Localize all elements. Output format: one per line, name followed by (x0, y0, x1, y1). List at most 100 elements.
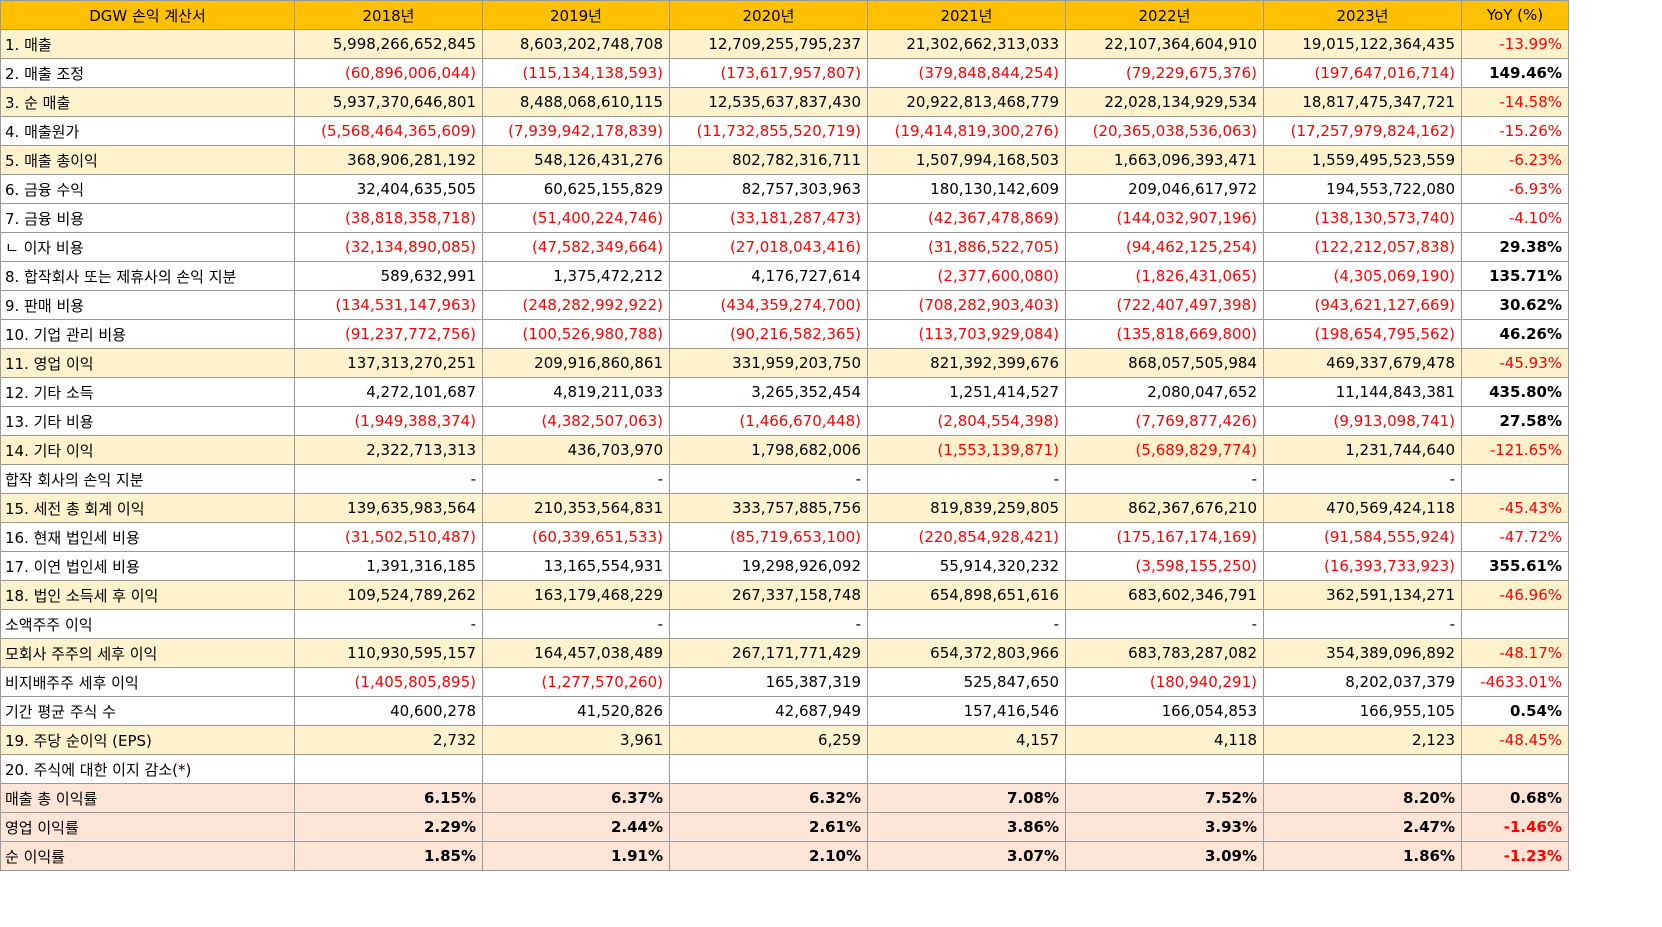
value-cell: 1,663,096,393,471 (1065, 145, 1264, 175)
value-cell: 40,600,278 (294, 696, 483, 726)
value-cell: 4,272,101,687 (294, 377, 483, 407)
value-cell: (31,502,510,487) (294, 522, 483, 552)
value-cell: 4,819,211,033 (482, 377, 670, 407)
table-row: 17. 이연 법인세 비용 1,391,316,185 13,165,554,931… (0, 551, 1569, 581)
value-cell: 13,165,554,931 (482, 551, 670, 581)
value-cell: (90,216,582,365) (669, 319, 868, 349)
value-cell: 6.15% (294, 783, 483, 813)
row-label: 소액주주 이익 (0, 609, 295, 639)
value-cell: 469,337,679,478 (1263, 348, 1462, 378)
value-cell: (85,719,653,100) (669, 522, 868, 552)
value-cell: 6.37% (482, 783, 670, 813)
table-row: 11. 영업 이익 137,313,270,251 209,916,860,861 3… (0, 348, 1569, 378)
value-cell: 2.29% (294, 812, 483, 842)
value-cell: 8,488,068,610,115 (482, 87, 670, 117)
header-title: DGW 손익 계산서 (0, 0, 295, 30)
table-row: 14. 기타 이익 2,322,713,313 436,703,970 1,798,6… (0, 435, 1569, 465)
value-cell: 2,732 (294, 725, 483, 755)
value-cell: 194,553,722,080 (1263, 174, 1462, 204)
yoy-cell: 0.54% (1461, 696, 1569, 726)
table-row: 6. 금융 수익 32,404,635,505 60,625,155,829 82,7… (0, 174, 1569, 204)
yoy-cell: -45.93% (1461, 348, 1569, 378)
value-cell: (144,032,907,196) (1065, 203, 1264, 233)
header-row: DGW 손익 계산서 2018년 2019년 2020년 2021년 2022년… (0, 0, 1569, 30)
value-cell: (1,553,139,871) (867, 435, 1066, 465)
value-cell: 12,535,637,837,430 (669, 87, 868, 117)
table-row: 12. 기타 소득 4,272,101,687 4,819,211,033 3,265… (0, 377, 1569, 407)
value-cell: 22,028,134,929,534 (1065, 87, 1264, 117)
value-cell: 137,313,270,251 (294, 348, 483, 378)
row-label: 기간 평균 주식 수 (0, 696, 295, 726)
row-label: 2. 매출 조정 (0, 58, 295, 88)
yoy-cell: 0.68% (1461, 783, 1569, 813)
value-cell: - (867, 464, 1066, 494)
table-row: 19. 주당 순이익 (EPS) 2,732 3,961 6,259 4,157 4,11… (0, 725, 1569, 755)
value-cell: 368,906,281,192 (294, 145, 483, 175)
value-cell: 55,914,320,232 (867, 551, 1066, 581)
row-label: 6. 금융 수익 (0, 174, 295, 204)
value-cell: (47,582,349,664) (482, 232, 670, 262)
value-cell: 802,782,316,711 (669, 145, 868, 175)
row-label: 13. 기타 비용 (0, 406, 295, 436)
table-row: 9. 판매 비용 (134,531,147,963) (248,282,992,92… (0, 290, 1569, 320)
value-cell: - (482, 464, 670, 494)
value-cell: (135,818,669,800) (1065, 319, 1264, 349)
value-cell: 209,916,860,861 (482, 348, 670, 378)
header-year-2021: 2021년 (867, 0, 1066, 30)
value-cell: 6,259 (669, 725, 868, 755)
table-row: 합작 회사의 손익 지분 - - - - - - (0, 464, 1569, 494)
table-row: 20. 주식에 대한 이지 감소(*) (0, 754, 1569, 784)
value-cell: 436,703,970 (482, 435, 670, 465)
yoy-cell: 27.58% (1461, 406, 1569, 436)
table-row: 16. 현재 법인세 비용 (31,502,510,487) (60,339,651… (0, 522, 1569, 552)
value-cell: 42,687,949 (669, 696, 868, 726)
yoy-cell: -48.45% (1461, 725, 1569, 755)
value-cell: 2,123 (1263, 725, 1462, 755)
row-label: 10. 기업 관리 비용 (0, 319, 295, 349)
value-cell: - (1065, 464, 1264, 494)
value-cell: 362,591,134,271 (1263, 580, 1462, 610)
header-year-2019: 2019년 (482, 0, 670, 30)
table-body: 1. 매출 5,998,266,652,845 8,603,202,748,708 1… (0, 29, 1569, 871)
value-cell: 6.32% (669, 783, 868, 813)
row-label: 5. 매출 총이익 (0, 145, 295, 175)
value-cell: 1.85% (294, 841, 483, 871)
value-cell: (33,181,287,473) (669, 203, 868, 233)
value-cell: 139,635,983,564 (294, 493, 483, 523)
value-cell: 1,375,472,212 (482, 261, 670, 291)
yoy-cell: -6.93% (1461, 174, 1569, 204)
value-cell: (60,896,006,044) (294, 58, 483, 88)
value-cell: 12,709,255,795,237 (669, 29, 868, 59)
header-year-2023: 2023년 (1263, 0, 1462, 30)
value-cell: (16,393,733,923) (1263, 551, 1462, 581)
value-cell: 18,817,475,347,721 (1263, 87, 1462, 117)
value-cell: - (669, 464, 868, 494)
value-cell: 2,322,713,313 (294, 435, 483, 465)
value-cell: 3.93% (1065, 812, 1264, 842)
table-row: 모회사 주주의 세후 이익 110,930,595,157 164,457,038,… (0, 638, 1569, 668)
value-cell: 163,179,468,229 (482, 580, 670, 610)
value-cell: (9,913,098,741) (1263, 406, 1462, 436)
row-label: 14. 기타 이익 (0, 435, 295, 465)
yoy-cell: -15.26% (1461, 116, 1569, 146)
value-cell: (91,584,555,924) (1263, 522, 1462, 552)
value-cell: (32,134,890,085) (294, 232, 483, 262)
value-cell (294, 754, 483, 784)
value-cell: 654,372,803,966 (867, 638, 1066, 668)
value-cell: 5,998,266,652,845 (294, 29, 483, 59)
value-cell: 4,157 (867, 725, 1066, 755)
value-cell: 4,176,727,614 (669, 261, 868, 291)
value-cell: (1,466,670,448) (669, 406, 868, 436)
value-cell: 1,559,495,523,559 (1263, 145, 1462, 175)
yoy-cell: -14.58% (1461, 87, 1569, 117)
value-cell: 166,955,105 (1263, 696, 1462, 726)
value-cell: 60,625,155,829 (482, 174, 670, 204)
value-cell: (2,377,600,080) (867, 261, 1066, 291)
value-cell: - (1065, 609, 1264, 639)
value-cell: 4,118 (1065, 725, 1264, 755)
table-row: 8. 합작회사 또는 제휴사의 손익 지분 589,632,991 1,375,47… (0, 261, 1569, 291)
yoy-cell: -4633.01% (1461, 667, 1569, 697)
value-cell: (115,134,138,593) (482, 58, 670, 88)
row-label: 모회사 주주의 세후 이익 (0, 638, 295, 668)
value-cell: 5,937,370,646,801 (294, 87, 483, 117)
